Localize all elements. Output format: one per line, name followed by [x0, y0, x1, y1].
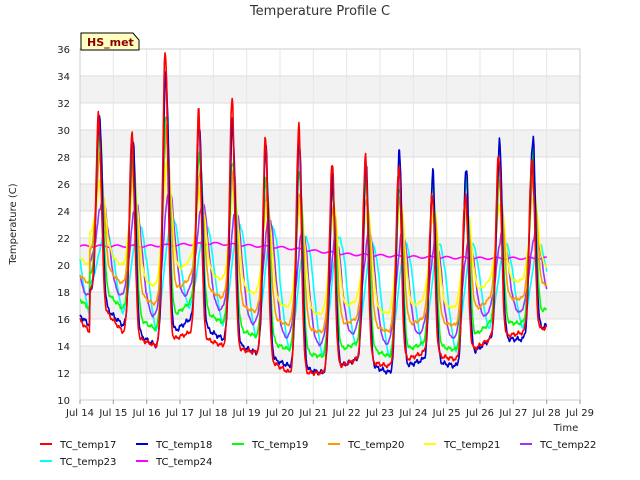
- plot-band: [80, 130, 580, 157]
- legend: TC_temp17 TC_temp18 TC_temp19 TC_temp20 TC_t…: [40, 440, 596, 468]
- site-badge: HS_met: [80, 32, 140, 51]
- x-tick-label: Jul 25: [432, 408, 461, 419]
- y-tick-label: 14: [57, 342, 70, 353]
- site-badge-box: [80, 32, 140, 51]
- y-tick-label: 18: [57, 288, 70, 299]
- x-tick-label: Jul 22: [332, 408, 361, 419]
- y-tick-label: 32: [57, 99, 70, 110]
- x-tick-label: Jul 28: [532, 408, 561, 419]
- x-tick-label: Jul 19: [232, 408, 261, 419]
- series-line-tc-temp17: [79, 52, 548, 377]
- legend-label: TC_temp23: [59, 457, 116, 468]
- y-axis-ticks: 10 12 14 16 18 20 22 24 26 28 30 32 34 36: [57, 45, 70, 407]
- x-axis-title: Time: [553, 423, 578, 434]
- x-tick-label: Jul 27: [498, 408, 527, 419]
- series-lines: [79, 52, 548, 377]
- x-tick-label: Jul 16: [132, 408, 161, 419]
- x-tick-label: Jul 18: [198, 408, 227, 419]
- x-tick-label: Jul 26: [465, 408, 494, 419]
- y-tick-label: 24: [57, 207, 70, 218]
- plot-frame: [79, 48, 581, 401]
- y-tick-label: 34: [57, 72, 70, 83]
- x-tick-label: Jul 20: [265, 408, 294, 419]
- x-tick-label: Jul 24: [398, 408, 427, 419]
- x-tick-label: Jul 29: [565, 408, 594, 419]
- y-tick-label: 16: [57, 315, 70, 326]
- legend-label: TC_temp18: [155, 440, 212, 451]
- legend-label: TC_temp24: [155, 457, 212, 468]
- site-badge-label: HS_met: [87, 36, 134, 49]
- plot-band: [80, 346, 580, 373]
- legend-label: TC_temp21: [443, 440, 500, 451]
- y-tick-label: 26: [57, 180, 70, 191]
- legend-label: TC_temp17: [59, 440, 116, 451]
- y-tick-label: 10: [57, 396, 70, 407]
- y-tick-label: 20: [57, 261, 70, 272]
- x-tick-label: Jul 15: [98, 408, 127, 419]
- y-tick-label: 28: [57, 153, 70, 164]
- y-tick-label: 12: [57, 369, 70, 380]
- legend-label: TC_temp20: [347, 440, 404, 451]
- x-axis-ticks: Jul 14 Jul 15 Jul 16 Jul 17 Jul 18 Jul 19 Jul …: [65, 400, 594, 419]
- y-tick-label: 30: [57, 126, 70, 137]
- legend-label: TC_temp22: [539, 440, 596, 451]
- x-tick-label: Jul 21: [298, 408, 327, 419]
- y-tick-label: 22: [57, 234, 70, 245]
- y-axis-title: Temperature (C): [8, 183, 19, 265]
- x-tick-label: Jul 14: [65, 408, 94, 419]
- y-tick-label: 36: [57, 45, 70, 56]
- chart-title: Temperature Profile C: [249, 4, 390, 19]
- legend-label: TC_temp19: [251, 440, 308, 451]
- plot-band: [80, 76, 580, 103]
- x-tick-label: Jul 23: [365, 408, 394, 419]
- x-tick-label: Jul 17: [165, 408, 194, 419]
